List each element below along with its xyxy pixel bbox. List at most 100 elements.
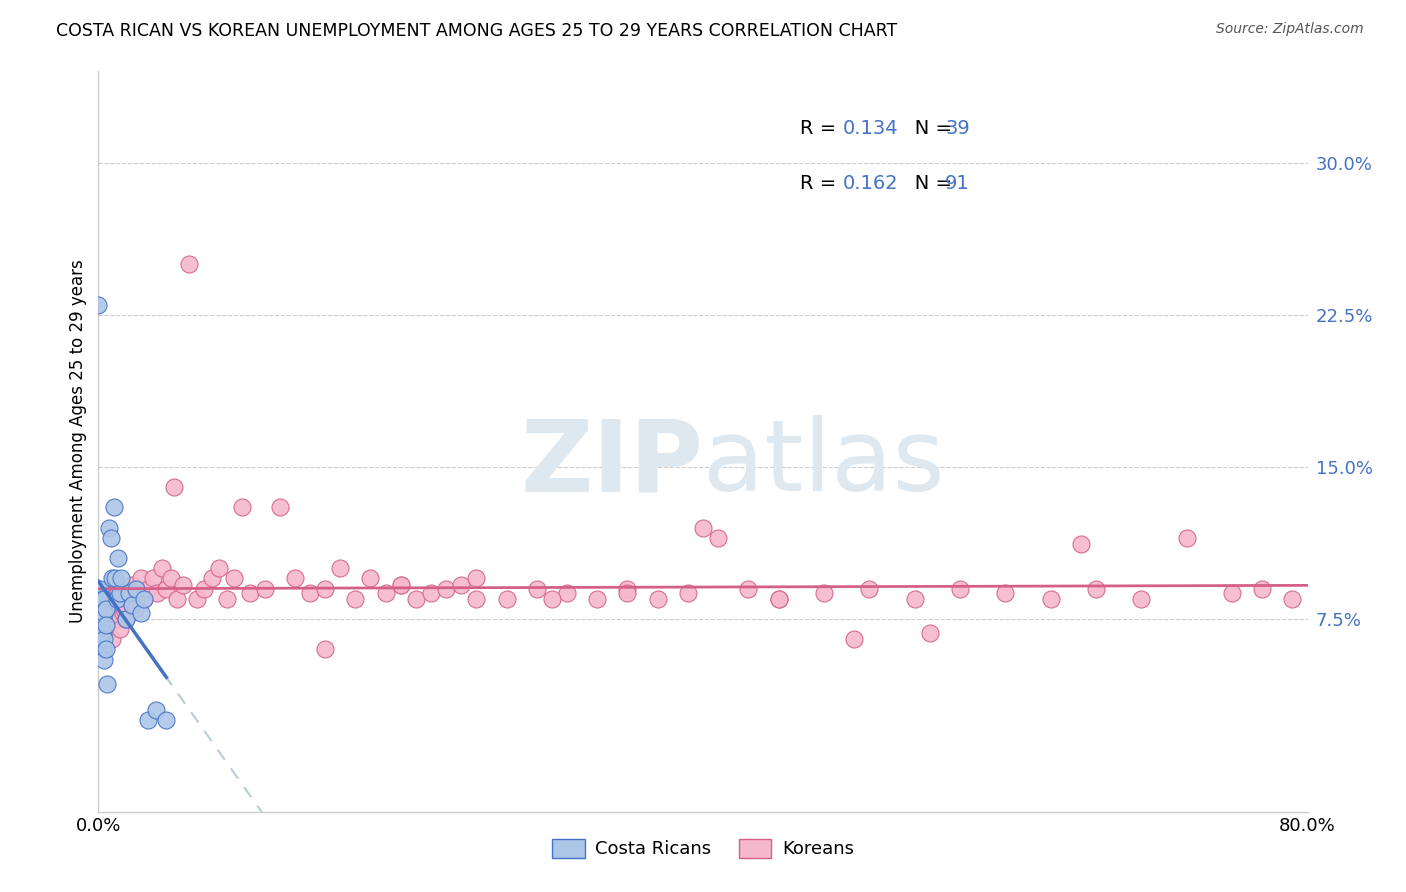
Text: 0.162: 0.162 bbox=[842, 174, 898, 193]
Point bbox=[405, 591, 427, 606]
Point bbox=[1039, 591, 1062, 606]
Point bbox=[100, 531, 122, 545]
Point bbox=[101, 632, 124, 647]
Point bbox=[555, 585, 578, 599]
Text: 0.134: 0.134 bbox=[842, 120, 898, 138]
Point bbox=[1281, 591, 1303, 606]
Point bbox=[91, 642, 114, 657]
Point bbox=[94, 598, 117, 612]
Point bbox=[94, 618, 117, 632]
Point bbox=[129, 571, 152, 585]
Point bbox=[105, 591, 128, 606]
Point bbox=[904, 591, 927, 606]
Point bbox=[91, 612, 114, 626]
Point bbox=[110, 591, 132, 606]
Point bbox=[91, 591, 114, 606]
Point bbox=[707, 531, 730, 545]
Point bbox=[104, 571, 127, 585]
Point bbox=[105, 598, 128, 612]
Point bbox=[87, 582, 110, 596]
Legend: Costa Ricans, Koreans: Costa Ricans, Koreans bbox=[546, 831, 860, 865]
Point bbox=[112, 602, 135, 616]
Point bbox=[1220, 585, 1243, 599]
Point bbox=[93, 652, 115, 666]
Point bbox=[98, 521, 121, 535]
Point bbox=[1130, 591, 1153, 606]
Point bbox=[193, 582, 215, 596]
Point bbox=[121, 577, 143, 591]
Text: ZIP: ZIP bbox=[520, 416, 703, 512]
Point bbox=[692, 521, 714, 535]
Text: 39: 39 bbox=[945, 120, 970, 138]
Point bbox=[465, 571, 488, 585]
Point bbox=[768, 591, 790, 606]
Point bbox=[87, 298, 110, 312]
Point bbox=[155, 582, 177, 596]
Point bbox=[389, 577, 412, 591]
Point bbox=[389, 577, 412, 591]
Point bbox=[224, 571, 246, 585]
Point bbox=[103, 582, 125, 596]
Point bbox=[110, 571, 132, 585]
Text: Source: ZipAtlas.com: Source: ZipAtlas.com bbox=[1216, 22, 1364, 37]
Point bbox=[215, 591, 238, 606]
Point bbox=[166, 591, 188, 606]
Point bbox=[434, 582, 457, 596]
Point bbox=[132, 591, 155, 606]
Point bbox=[299, 585, 322, 599]
Point bbox=[108, 585, 131, 599]
Point bbox=[586, 591, 609, 606]
Point bbox=[132, 591, 155, 606]
Point bbox=[420, 585, 443, 599]
Point bbox=[127, 585, 149, 599]
Point bbox=[172, 577, 194, 591]
Point bbox=[495, 591, 517, 606]
Point bbox=[231, 500, 253, 515]
Point bbox=[104, 612, 127, 626]
Point bbox=[93, 612, 115, 626]
Point bbox=[90, 602, 112, 616]
Point bbox=[91, 602, 114, 616]
Point bbox=[89, 591, 111, 606]
Point bbox=[90, 626, 112, 640]
Text: N =: N = bbox=[896, 174, 957, 193]
Point bbox=[374, 585, 396, 599]
Point bbox=[344, 591, 367, 606]
Point bbox=[155, 714, 177, 728]
Point bbox=[101, 571, 124, 585]
Point bbox=[737, 582, 759, 596]
Point bbox=[93, 606, 115, 620]
Point bbox=[118, 585, 141, 599]
Text: COSTA RICAN VS KOREAN UNEMPLOYMENT AMONG AGES 25 TO 29 YEARS CORRELATION CHART: COSTA RICAN VS KOREAN UNEMPLOYMENT AMONG… bbox=[56, 22, 897, 40]
Point bbox=[94, 642, 117, 657]
Point bbox=[676, 585, 699, 599]
Point bbox=[179, 257, 201, 271]
Point bbox=[465, 591, 488, 606]
Point bbox=[163, 480, 186, 494]
Point bbox=[114, 612, 136, 626]
Point bbox=[616, 582, 638, 596]
Point bbox=[526, 582, 548, 596]
Point bbox=[150, 561, 173, 575]
Point bbox=[239, 585, 262, 599]
Point bbox=[103, 500, 125, 515]
Point bbox=[949, 582, 972, 596]
Point bbox=[858, 582, 880, 596]
Text: R =: R = bbox=[800, 174, 842, 193]
Point bbox=[91, 602, 114, 616]
Text: 91: 91 bbox=[945, 174, 970, 193]
Y-axis label: Unemployment Among Ages 25 to 29 years: Unemployment Among Ages 25 to 29 years bbox=[69, 260, 87, 624]
Point bbox=[115, 582, 138, 596]
Point bbox=[329, 561, 352, 575]
Point bbox=[540, 591, 562, 606]
Point bbox=[98, 606, 121, 620]
Point bbox=[107, 551, 129, 566]
Point bbox=[90, 626, 112, 640]
Point bbox=[96, 622, 118, 636]
Point bbox=[1175, 531, 1198, 545]
Point bbox=[87, 618, 110, 632]
Point bbox=[125, 582, 148, 596]
Point bbox=[186, 591, 208, 606]
Point bbox=[89, 582, 111, 596]
Point bbox=[108, 622, 131, 636]
